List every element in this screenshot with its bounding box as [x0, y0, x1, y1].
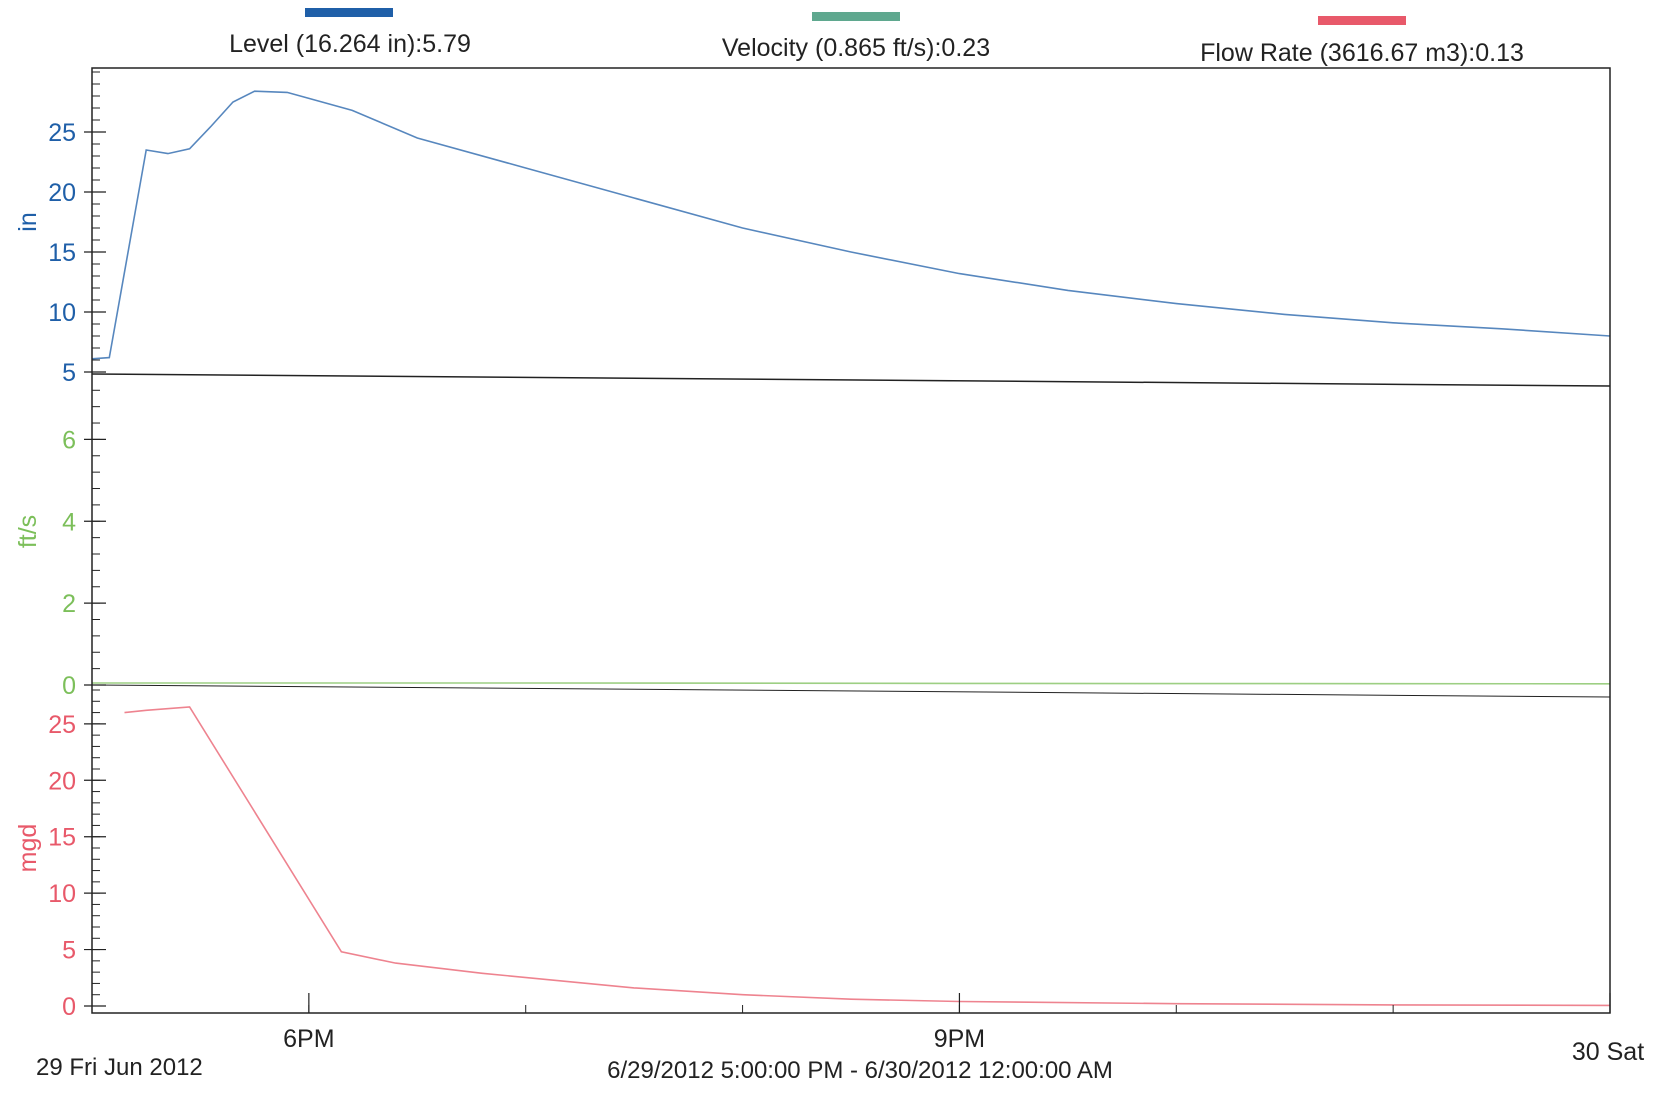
legend-label: Velocity (0.865 ft/s):0.23	[722, 34, 990, 62]
y-tick-label: 20	[48, 767, 76, 795]
x-axis-range-label: 6/29/2012 5:00:00 PM - 6/30/2012 12:00:0…	[607, 1057, 1113, 1084]
legend: Level (16.264 in):5.79 Velocity (0.865 ft…	[229, 8, 1524, 67]
y-tick-label: 15	[48, 239, 76, 267]
y-tick-label: 25	[48, 711, 76, 739]
x-tick-label: 6PM	[283, 1025, 334, 1053]
y-tick-label: 10	[48, 299, 76, 327]
plot-area	[91, 90, 1611, 1007]
y-axis-label: ft/s	[14, 515, 42, 548]
legend-swatch	[812, 12, 900, 21]
axes: 5 10 15 20 25 in 0 2 4 6 ft/s 0 5 10 15 20 25 mgd	[14, 67, 1611, 1021]
series-line-level	[91, 90, 1611, 360]
y-tick-label: 0	[62, 672, 76, 700]
y-tick-label: 2	[62, 590, 76, 618]
panel-separator	[91, 373, 1611, 387]
x-tick-label: 9PM	[934, 1025, 985, 1053]
y-axis-label: mgd	[14, 824, 42, 873]
y-tick-label: 5	[62, 937, 76, 965]
legend-swatch	[305, 8, 393, 17]
y-tick-label: 6	[62, 426, 76, 454]
plot-frame	[91, 67, 1611, 1014]
panel-separator	[91, 684, 1611, 698]
y-tick-label: 4	[62, 508, 76, 536]
y-tick-label: 0	[62, 993, 76, 1021]
y-tick-label: 25	[48, 119, 76, 147]
x-axis-start-label: 29 Fri Jun 2012	[36, 1054, 203, 1081]
legend-label: Flow Rate (3616.67 m3):0.13	[1200, 39, 1524, 67]
series-line-flow	[124, 706, 1611, 1007]
y-tick-label: 5	[62, 359, 76, 387]
y-tick-label: 20	[48, 179, 76, 207]
y-tick-label: 10	[48, 880, 76, 908]
y-tick-label: 15	[48, 824, 76, 852]
legend-swatch	[1318, 16, 1406, 25]
series-line-velocity	[92, 682, 1611, 685]
x-tick-label: 30 Sat	[1572, 1038, 1644, 1066]
y-axis-label: in	[14, 212, 42, 231]
x-axis: 6PM 9PM 30 Sat	[91, 993, 1644, 1066]
legend-label: Level (16.264 in):5.79	[229, 30, 471, 58]
